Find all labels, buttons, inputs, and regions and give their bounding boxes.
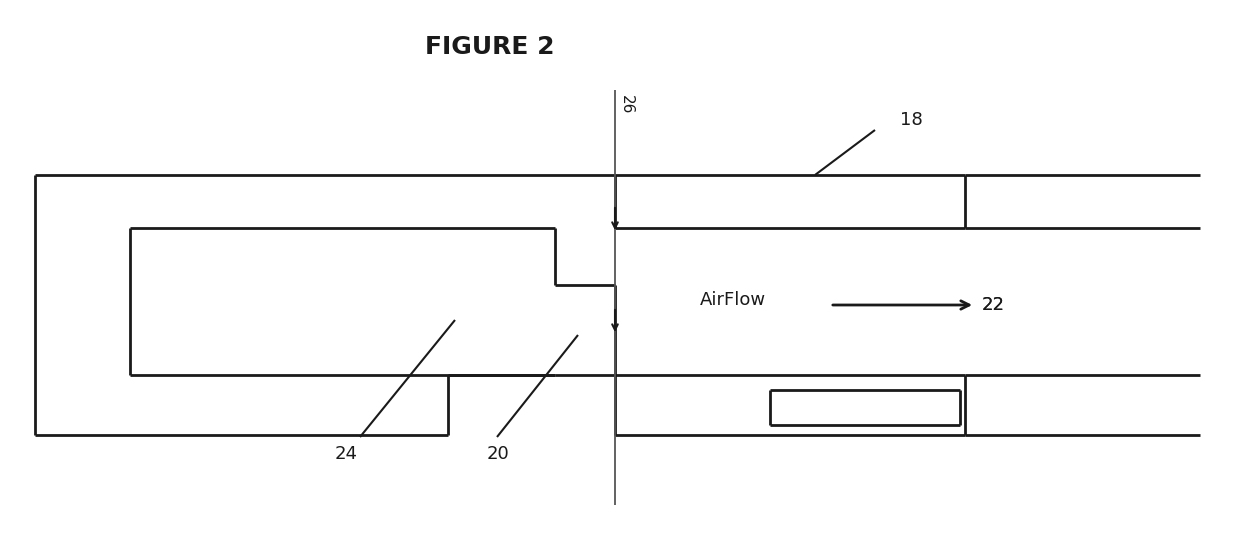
Text: 22: 22: [982, 296, 1004, 314]
Text: 18: 18: [900, 111, 923, 129]
Text: 26: 26: [619, 95, 634, 115]
Text: 20: 20: [487, 445, 510, 463]
Text: AirFlow: AirFlow: [701, 291, 766, 309]
Text: 24: 24: [335, 445, 358, 463]
Text: FIGURE 2: FIGURE 2: [425, 35, 554, 59]
Text: 22: 22: [982, 296, 1004, 314]
